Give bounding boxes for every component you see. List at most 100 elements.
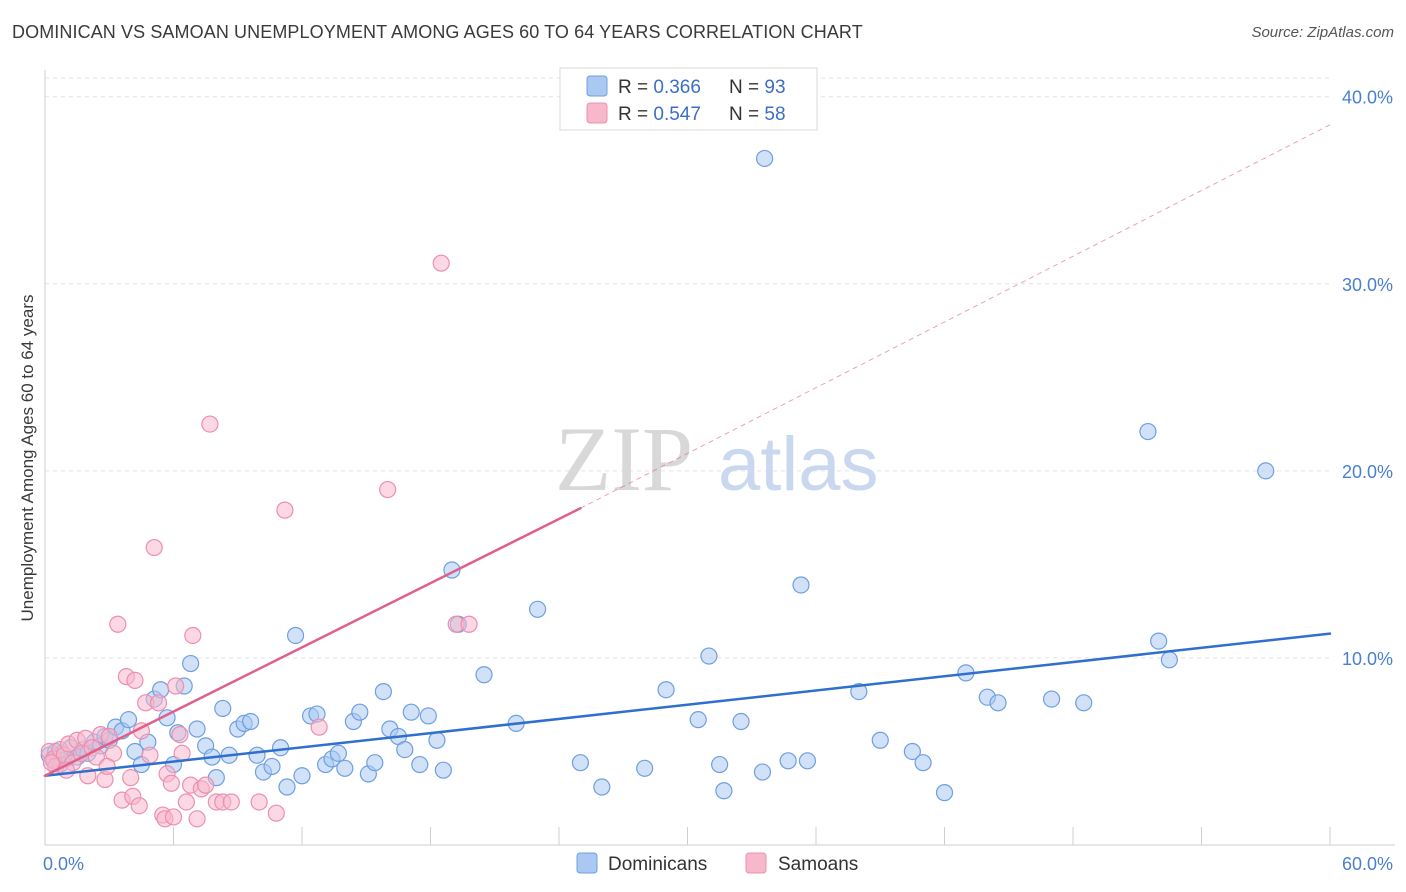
point-samoans-17 xyxy=(109,615,127,633)
point-samoans-48 xyxy=(267,804,285,822)
point-dominicans-72 xyxy=(700,647,718,665)
point-dominicans-93 xyxy=(1160,651,1178,669)
point-samoans-35 xyxy=(171,726,189,744)
bottom-swatch-samoans xyxy=(745,852,767,874)
point-dominicans-91 xyxy=(1139,422,1157,441)
bottom-legend-dominicans: Dominicans xyxy=(608,854,707,875)
point-samoans-42 xyxy=(197,776,215,794)
legend-row-1-n: N = 93 xyxy=(729,77,786,98)
point-samoans-22 xyxy=(126,671,144,689)
point-dominicans-85 xyxy=(935,784,954,802)
point-samoans-51 xyxy=(379,480,397,499)
point-dominicans-47 xyxy=(329,744,348,762)
y-tick-label-0: 10.0% xyxy=(1342,649,1393,669)
point-dominicans-57 xyxy=(402,703,420,721)
point-dominicans-35 xyxy=(242,712,260,731)
x-tick-label-0: 0.0% xyxy=(43,854,84,874)
point-dominicans-26 xyxy=(182,654,200,673)
point-dominicans-81 xyxy=(850,682,868,701)
point-dominicans-40 xyxy=(278,778,296,796)
point-samoans-20 xyxy=(122,769,140,787)
point-dominicans-53 xyxy=(374,682,392,701)
point-samoans-33 xyxy=(164,808,183,826)
point-dominicans-94 xyxy=(1257,462,1275,480)
point-dominicans-69 xyxy=(636,759,654,777)
trend-line-samoans xyxy=(43,507,582,778)
point-samoans-57 xyxy=(98,757,116,776)
point-dominicans-58 xyxy=(411,755,429,774)
point-dominicans-71 xyxy=(689,711,707,729)
point-samoans-52 xyxy=(432,254,450,272)
point-dominicans-31 xyxy=(214,699,232,718)
point-dominicans-78 xyxy=(779,752,797,770)
legend-swatch-dominicans xyxy=(586,75,608,97)
point-dominicans-42 xyxy=(293,767,311,785)
point-samoans-34 xyxy=(167,677,185,695)
point-samoans-47 xyxy=(250,793,268,811)
point-samoans-37 xyxy=(177,793,195,811)
point-dominicans-38 xyxy=(263,757,281,776)
trend-line-dominicans xyxy=(43,632,1332,778)
point-dominicans-67 xyxy=(571,754,590,772)
point-dominicans-56 xyxy=(396,740,414,759)
point-samoans-23 xyxy=(130,797,148,815)
legend-row-2: R = 0.547 xyxy=(618,104,701,125)
trend-lines xyxy=(43,124,1332,778)
point-dominicans-75 xyxy=(732,712,750,731)
point-dominicans-92 xyxy=(1150,632,1168,650)
point-dominicans-60 xyxy=(428,731,446,749)
source-label: Source: ZipAtlas.com xyxy=(1251,24,1394,41)
point-dominicans-50 xyxy=(351,703,369,721)
x-tick-labels: 0.0% 60.0% xyxy=(43,854,1393,874)
bottom-swatch-dominicans xyxy=(576,852,598,874)
legend-row-1: R = 0.366 xyxy=(618,77,701,98)
point-dominicans-61 xyxy=(434,761,452,779)
point-samoans-54 xyxy=(460,615,478,633)
point-samoans-39 xyxy=(184,626,202,645)
legend-row-2-n: N = 58 xyxy=(729,104,786,125)
point-dominicans-36 xyxy=(248,746,266,764)
legend-swatch-samoans xyxy=(586,102,608,124)
bottom-legend-samoans: Samoans xyxy=(778,854,858,875)
point-dominicans-52 xyxy=(366,754,384,772)
point-dominicans-48 xyxy=(336,759,354,777)
point-dominicans-89 xyxy=(1042,690,1061,708)
point-dominicans-27 xyxy=(188,720,206,738)
watermark-zip: ZIP xyxy=(555,408,693,510)
point-dominicans-83 xyxy=(903,742,921,761)
point-dominicans-88 xyxy=(989,694,1007,712)
point-dominicans-74 xyxy=(715,782,733,800)
data-points xyxy=(40,149,1275,828)
point-samoans-55 xyxy=(42,754,61,772)
point-dominicans-59 xyxy=(419,707,437,725)
point-samoans-26 xyxy=(141,746,159,764)
y-tick-label-1: 20.0% xyxy=(1342,462,1393,482)
point-dominicans-84 xyxy=(914,754,932,772)
point-samoans-40 xyxy=(188,810,206,828)
y-axis-label: Unemployment Among Ages 60 to 64 years xyxy=(18,295,37,622)
point-samoans-46 xyxy=(222,793,240,811)
point-dominicans-64 xyxy=(475,666,493,684)
point-dominicans-79 xyxy=(792,576,810,594)
point-samoans-43 xyxy=(201,415,219,433)
point-dominicans-70 xyxy=(657,681,675,699)
point-dominicans-77 xyxy=(755,149,774,168)
point-dominicans-68 xyxy=(593,778,611,796)
point-samoans-32 xyxy=(162,774,180,792)
point-dominicans-76 xyxy=(753,763,772,781)
watermark-atlas: atlas xyxy=(718,422,879,507)
point-dominicans-90 xyxy=(1075,694,1093,712)
grid-lines xyxy=(45,77,1330,659)
series-legend: Dominicans Samoans xyxy=(576,852,858,875)
axes xyxy=(44,70,1395,846)
point-dominicans-73 xyxy=(711,755,729,774)
point-dominicans-39 xyxy=(271,739,290,757)
point-samoans-28 xyxy=(149,694,168,712)
point-dominicans-82 xyxy=(871,731,889,749)
y-tick-label-3: 40.0% xyxy=(1342,88,1393,108)
y-tick-label-2: 30.0% xyxy=(1342,275,1393,295)
chart-title: DOMINICAN VS SAMOAN UNEMPLOYMENT AMONG A… xyxy=(12,22,863,42)
correlation-legend: R = 0.366 N = 93 R = 0.547 N = 58 xyxy=(559,67,818,131)
point-samoans-50 xyxy=(310,718,328,736)
